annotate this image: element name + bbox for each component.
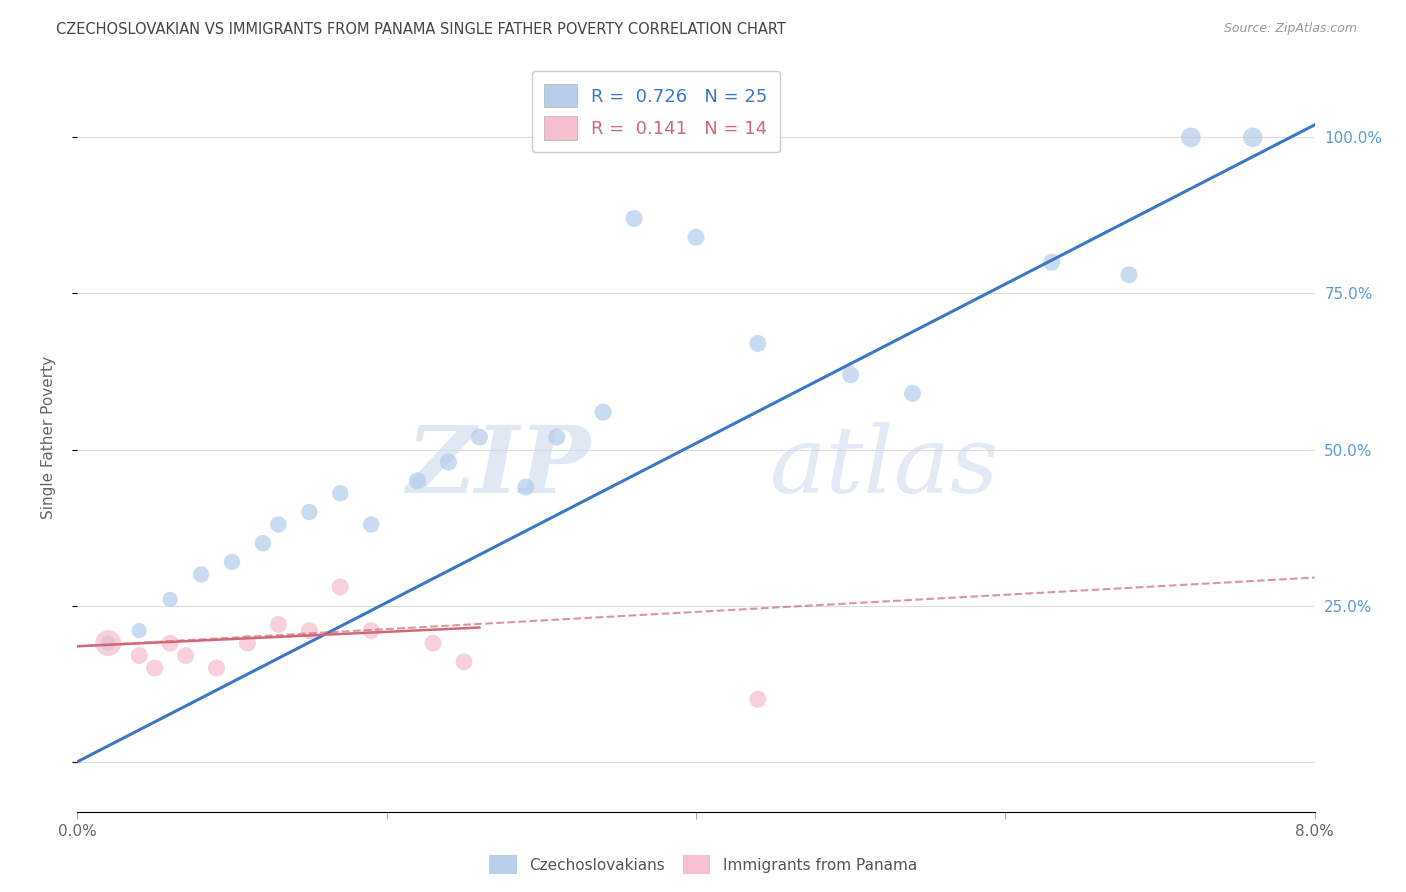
Legend: Czechoslovakians, Immigrants from Panama: Czechoslovakians, Immigrants from Panama bbox=[484, 849, 922, 880]
Point bbox=[623, 211, 645, 226]
Point bbox=[298, 624, 321, 638]
Point bbox=[685, 230, 707, 244]
Point bbox=[360, 517, 382, 532]
Point bbox=[1241, 130, 1264, 145]
Point bbox=[159, 592, 181, 607]
Point bbox=[190, 567, 212, 582]
Point bbox=[329, 580, 352, 594]
Text: CZECHOSLOVAKIAN VS IMMIGRANTS FROM PANAMA SINGLE FATHER POVERTY CORRELATION CHAR: CZECHOSLOVAKIAN VS IMMIGRANTS FROM PANAM… bbox=[56, 22, 786, 37]
Point bbox=[97, 636, 120, 650]
Point bbox=[360, 624, 382, 638]
Point bbox=[267, 617, 290, 632]
Point bbox=[747, 336, 769, 351]
Point bbox=[329, 486, 352, 500]
Point bbox=[143, 661, 166, 675]
Point bbox=[1180, 130, 1202, 145]
Point bbox=[267, 517, 290, 532]
Point bbox=[205, 661, 228, 675]
Point bbox=[839, 368, 862, 382]
Point bbox=[298, 505, 321, 519]
Point bbox=[159, 636, 181, 650]
Point bbox=[252, 536, 274, 550]
Point bbox=[437, 455, 460, 469]
Point bbox=[747, 692, 769, 706]
Point bbox=[406, 474, 429, 488]
Text: ZIP: ZIP bbox=[406, 422, 591, 512]
Point bbox=[515, 480, 537, 494]
Point bbox=[453, 655, 475, 669]
Point bbox=[1118, 268, 1140, 282]
Point bbox=[128, 624, 150, 638]
Point bbox=[236, 636, 259, 650]
Point bbox=[546, 430, 568, 444]
Point bbox=[901, 386, 924, 401]
Legend: R =  0.726   N = 25, R =  0.141   N = 14: R = 0.726 N = 25, R = 0.141 N = 14 bbox=[531, 71, 780, 153]
Point bbox=[1040, 255, 1063, 269]
Y-axis label: Single Father Poverty: Single Father Poverty bbox=[42, 356, 56, 518]
Point bbox=[468, 430, 491, 444]
Point bbox=[592, 405, 614, 419]
Text: atlas: atlas bbox=[770, 422, 1000, 512]
Point bbox=[128, 648, 150, 663]
Text: Source: ZipAtlas.com: Source: ZipAtlas.com bbox=[1223, 22, 1357, 36]
Point bbox=[221, 555, 243, 569]
Point bbox=[174, 648, 197, 663]
Point bbox=[97, 636, 120, 650]
Point bbox=[422, 636, 444, 650]
